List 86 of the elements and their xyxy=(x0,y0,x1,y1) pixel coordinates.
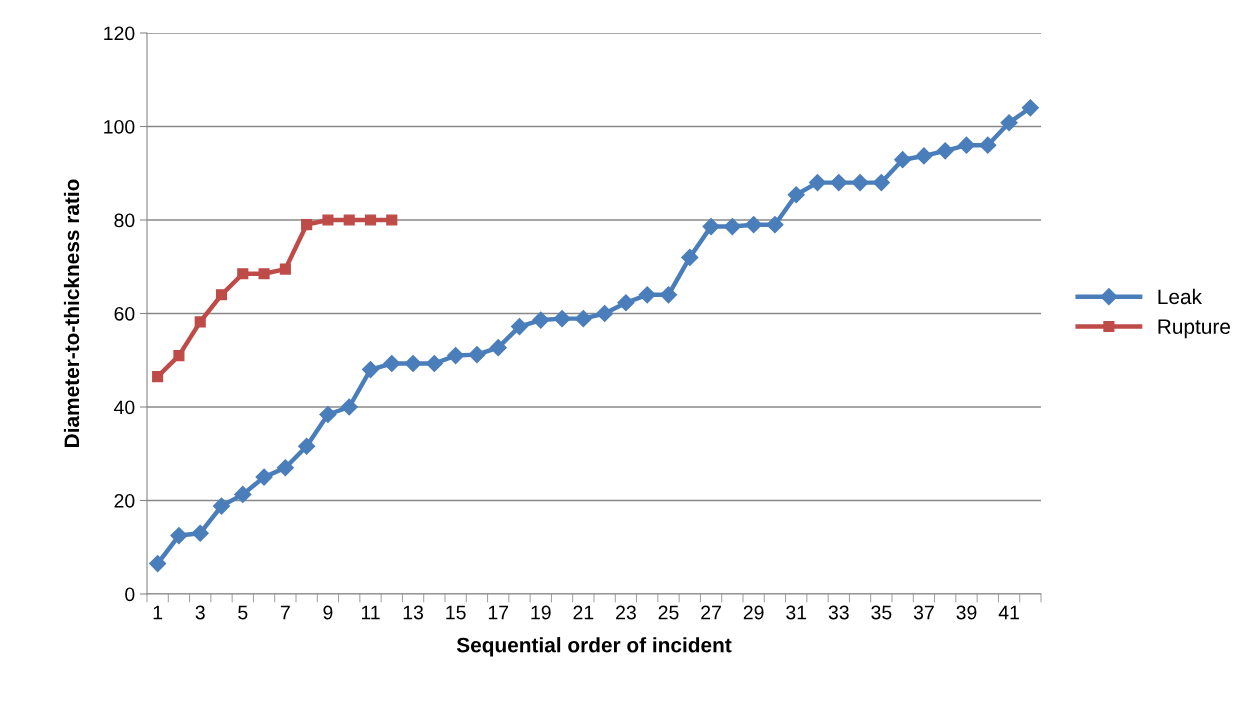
point xyxy=(510,318,529,336)
point xyxy=(301,219,313,231)
point xyxy=(298,437,316,455)
point xyxy=(574,310,592,328)
point xyxy=(681,248,699,266)
point xyxy=(936,142,954,160)
x-tick-label: 23 xyxy=(616,605,636,620)
point xyxy=(343,214,355,226)
point xyxy=(617,294,635,312)
point xyxy=(468,346,486,364)
y-tick-label: 20 xyxy=(114,493,135,508)
point xyxy=(234,485,252,503)
y-axis-title: Diameter-to-thickness ratio xyxy=(63,179,80,447)
x-tick-label: 9 xyxy=(323,605,333,620)
point xyxy=(957,136,976,154)
y-tick-label: 40 xyxy=(114,400,135,415)
x-tick-label: 33 xyxy=(828,605,849,620)
point xyxy=(237,268,249,280)
point xyxy=(659,286,678,304)
x-tick-label: 21 xyxy=(573,605,594,620)
y-tick-label: 100 xyxy=(104,119,135,134)
y-tick-label: 80 xyxy=(114,213,135,228)
point xyxy=(322,214,334,226)
x-tick-label: 13 xyxy=(403,605,424,620)
point xyxy=(894,151,912,169)
point xyxy=(258,268,270,280)
point xyxy=(702,217,720,236)
point xyxy=(447,347,465,365)
point xyxy=(766,216,784,234)
point xyxy=(340,398,358,416)
point xyxy=(830,174,848,192)
legend-label: Rupture xyxy=(1158,319,1230,339)
point xyxy=(361,361,380,379)
point xyxy=(386,214,398,226)
x-axis-title: Sequential order of incident xyxy=(456,637,732,657)
point xyxy=(255,468,273,486)
x-tick-label: 29 xyxy=(743,605,764,620)
point xyxy=(596,304,614,323)
x-tick-label: 37 xyxy=(913,605,934,620)
x-tick-label: 27 xyxy=(701,605,721,620)
point xyxy=(276,459,294,477)
point xyxy=(404,354,422,373)
y-tick-label: 120 xyxy=(104,26,135,41)
point xyxy=(191,524,209,542)
x-tick-label: 35 xyxy=(871,605,892,620)
point xyxy=(319,405,337,424)
x-tick-label: 5 xyxy=(238,605,248,620)
point xyxy=(425,354,443,373)
point xyxy=(149,555,167,573)
point xyxy=(638,286,656,304)
point xyxy=(1021,99,1039,117)
point xyxy=(745,216,763,234)
point xyxy=(152,371,164,383)
point xyxy=(383,354,401,373)
point xyxy=(212,497,231,515)
x-tick-label: 1 xyxy=(153,605,163,620)
legend-label: Leak xyxy=(1158,288,1202,305)
x-tick-label: 17 xyxy=(488,605,509,620)
x-tick-label: 15 xyxy=(446,605,466,620)
point xyxy=(215,289,228,301)
x-tick-label: 39 xyxy=(956,605,977,620)
y-tick-label: 60 xyxy=(114,306,135,321)
point xyxy=(808,174,827,192)
point xyxy=(194,316,206,328)
x-tick-label: 25 xyxy=(658,605,679,620)
point xyxy=(723,217,741,236)
x-tick-label: 19 xyxy=(531,605,551,620)
point xyxy=(553,310,571,328)
x-tick-label: 31 xyxy=(786,605,807,620)
x-tick-label: 11 xyxy=(361,605,380,620)
x-tick-label: 3 xyxy=(195,605,205,620)
point xyxy=(1000,114,1018,132)
point xyxy=(279,263,291,275)
point xyxy=(489,339,507,357)
x-tick-label: 7 xyxy=(280,605,290,620)
y-tick-label: 0 xyxy=(125,587,135,602)
point xyxy=(173,350,185,362)
point xyxy=(979,136,997,154)
x-tick-label: 41 xyxy=(998,605,1019,620)
point xyxy=(787,186,805,204)
point xyxy=(915,147,933,165)
point xyxy=(170,527,188,545)
point xyxy=(851,174,869,192)
point xyxy=(532,311,550,329)
point xyxy=(364,214,377,226)
point xyxy=(872,174,890,192)
